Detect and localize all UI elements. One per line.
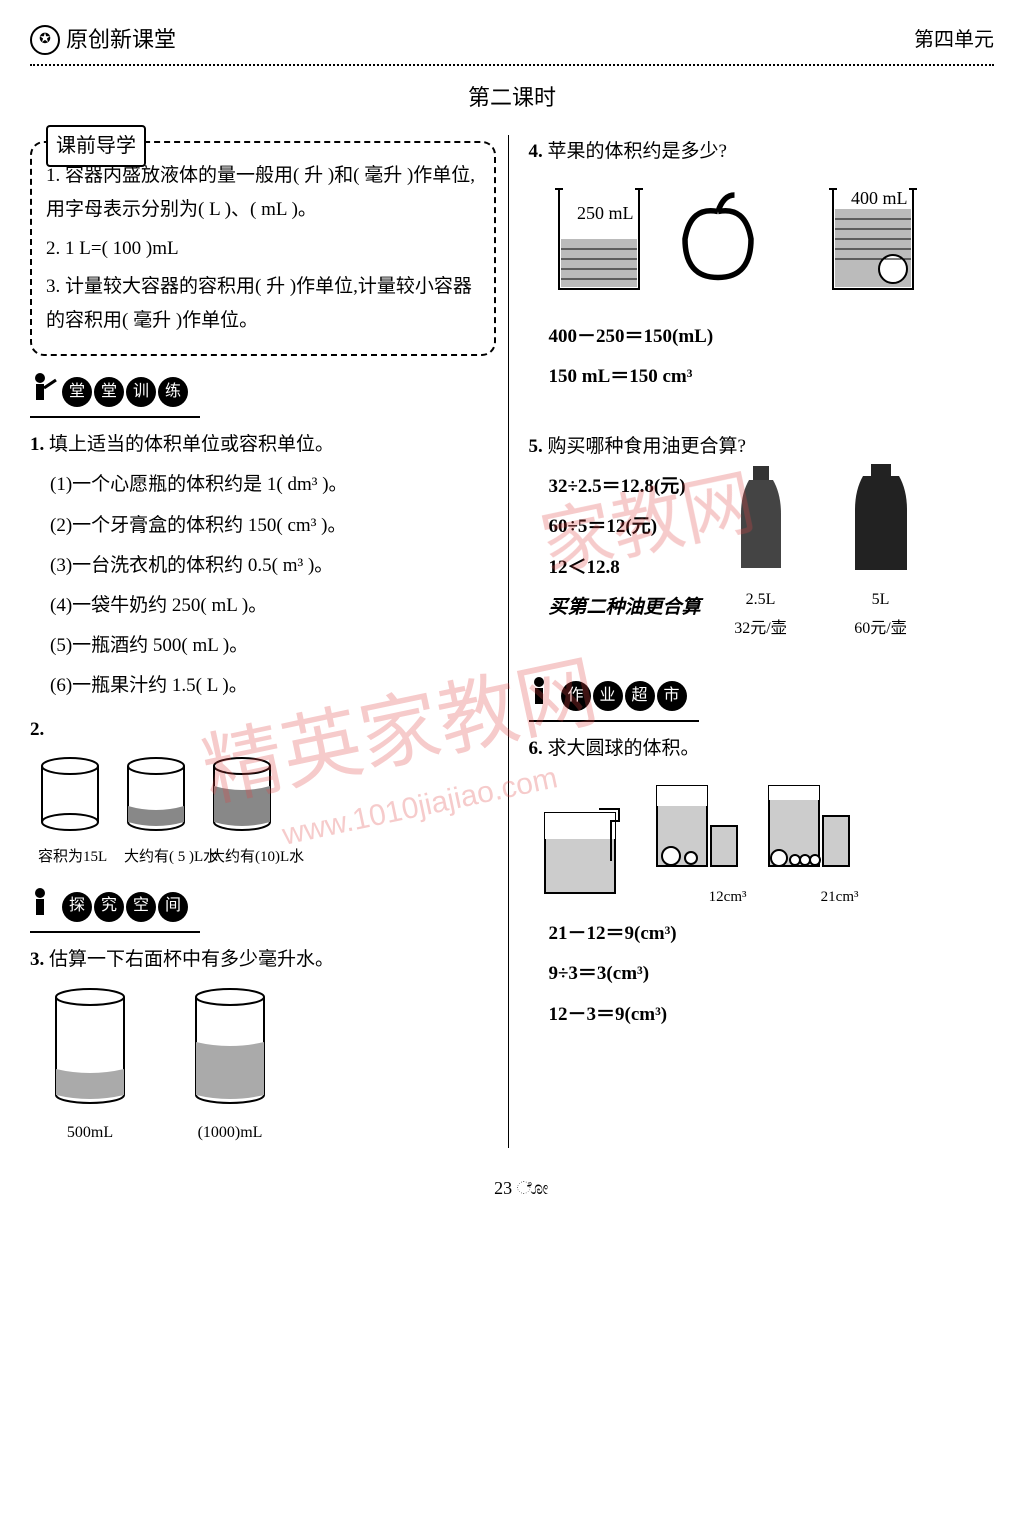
badge-char: 作 xyxy=(561,681,591,711)
cup-label: 500mL xyxy=(40,1119,140,1148)
cyl-label: 大约有( 5 )L水 xyxy=(124,844,188,871)
badge-char: 间 xyxy=(158,892,188,922)
q3-cups: 500mL (1000)mL xyxy=(40,987,496,1148)
q5-answer: 买第二种油更合算 xyxy=(549,591,701,625)
page-header: ✪ 原创新课堂 第四单元 xyxy=(30,20,994,66)
beaker-label: 250 mL xyxy=(577,203,634,223)
oil-size: 5L xyxy=(841,586,921,615)
beaker-icon: 400 mL xyxy=(823,179,933,299)
beaker-icon: 250 mL xyxy=(549,179,659,299)
q4-eq1: 400－250＝150(mL) xyxy=(549,320,995,354)
q2-cylinders: 容积为15L 大约有( 5 )L水 大约有(10)L水 xyxy=(38,756,496,871)
q3-number: 3. xyxy=(30,949,44,970)
preview-box: 课前导学 1. 容器内盛放液体的量一般用( 升 )和( 毫升 )作单位,用字母表… xyxy=(30,141,496,356)
logo-icon: ✪ xyxy=(30,25,60,55)
badge-char: 市 xyxy=(657,681,687,711)
q5-number: 5. xyxy=(529,436,543,457)
q6-eq2: 9÷3＝3(cm³) xyxy=(549,957,995,991)
q3-prompt: 估算一下右面杯中有多少毫升水。 xyxy=(49,949,334,970)
q4-eq2: 150 mL＝150 cm³ xyxy=(549,360,995,394)
page-number: 23 xyxy=(494,1178,512,1198)
unit-label: 第四单元 xyxy=(914,22,994,58)
q6-number: 6. xyxy=(529,738,543,759)
cylinder-icon xyxy=(124,756,188,832)
q1-item: (2)一个牙膏盒的体积约 150( cm³ )。 xyxy=(50,509,496,543)
cup-icon xyxy=(190,987,270,1107)
preview-item: 3. 计量较大容器的容积用( 升 )作单位,计量较小容器的容积用( 毫升 )作单… xyxy=(46,270,480,338)
section-homework-badge: 作 业 超 市 xyxy=(529,674,699,722)
section-practice-badge: 堂 堂 训 练 xyxy=(30,370,200,418)
cyl-label: 容积为15L xyxy=(38,844,102,871)
q6-eq1: 21－12＝9(cm³) xyxy=(549,917,995,951)
figure-icon xyxy=(30,885,60,929)
q1-item: (6)一瓶果汁约 1.5( L )。 xyxy=(50,669,496,703)
q5-eq3: 12＜12.8 xyxy=(549,551,701,585)
preview-item: 1. 容器内盛放液体的量一般用( 升 )和( 毫升 )作单位,用字母表示分别为(… xyxy=(46,159,480,227)
q1-item: (3)一台洗衣机的体积约 0.5( m³ )。 xyxy=(50,549,496,583)
q2-number: 2. xyxy=(30,719,44,740)
cylinder-icon xyxy=(210,756,274,832)
lesson-title: 第二课时 xyxy=(30,78,994,118)
q1-item: (5)一瓶酒约 500( mL )。 xyxy=(50,629,496,663)
cup-label: (1000)mL xyxy=(180,1119,280,1148)
badge-char: 堂 xyxy=(94,377,124,407)
water-box-icon xyxy=(539,803,635,899)
badge-char: 训 xyxy=(126,377,156,407)
oil-size: 2.5L xyxy=(721,586,801,615)
cyl-label: 大约有(10)L水 xyxy=(210,844,274,871)
sphere-label: 12cm³ xyxy=(651,884,747,911)
badge-char: 超 xyxy=(625,681,655,711)
q5-eq1: 32÷2.5＝12.8(元) xyxy=(549,470,701,504)
q4-prompt: 苹果的体积约是多少? xyxy=(548,141,727,162)
q1-item: (1)一个心愿瓶的体积约是 1( dm³ )。 xyxy=(50,468,496,502)
oil-bottle-icon xyxy=(851,464,911,574)
badge-char: 究 xyxy=(94,892,124,922)
q6-eq3: 12－3＝9(cm³) xyxy=(549,998,995,1032)
cylinder-icon xyxy=(38,756,102,832)
q4-number: 4. xyxy=(529,141,543,162)
q1-number: 1. xyxy=(30,434,44,455)
oil-price: 32元/壶 xyxy=(721,615,801,644)
q5-eq2: 60÷5＝12(元) xyxy=(549,510,701,544)
figure-icon xyxy=(30,370,60,414)
q4-beakers: 250 mL 400 mL xyxy=(549,179,995,311)
flourish-icon: ～ೋ xyxy=(462,1178,490,1198)
figure-icon xyxy=(529,674,559,718)
cup-icon xyxy=(50,987,130,1107)
page-footer: ～ೋ 23 ೋ～ xyxy=(30,1172,994,1204)
beaker-label: 400 mL xyxy=(851,188,908,208)
oil-bottle-icon xyxy=(731,464,791,574)
badge-char: 练 xyxy=(158,377,188,407)
preview-label: 课前导学 xyxy=(46,125,146,167)
q1-prompt: 填上适当的体积单位或容积单位。 xyxy=(49,434,334,455)
q6-prompt: 求大圆球的体积。 xyxy=(548,738,700,759)
apple-icon xyxy=(663,179,773,299)
water-box-icon xyxy=(651,776,747,872)
oil-price: 60元/壶 xyxy=(841,615,921,644)
badge-char: 堂 xyxy=(62,377,92,407)
badge-char: 探 xyxy=(62,892,92,922)
flourish-icon: ೋ～ xyxy=(548,1178,562,1198)
q5-oils: 2.5L 32元/壶 5L 60元/壶 xyxy=(721,464,921,644)
sphere-label: 21cm³ xyxy=(763,884,859,911)
q5-prompt: 购买哪种食用油更合算? xyxy=(548,436,746,457)
badge-char: 空 xyxy=(126,892,156,922)
q1-item: (4)一袋牛奶约 250( mL )。 xyxy=(50,589,496,623)
section-explore-badge: 探 究 空 间 xyxy=(30,885,200,933)
water-box-icon xyxy=(763,776,859,872)
book-title: 原创新课堂 xyxy=(66,20,176,60)
preview-item: 2. 1 L=( 100 )mL xyxy=(46,232,480,266)
badge-char: 业 xyxy=(593,681,623,711)
q6-figures: 12cm³ 21cm³ xyxy=(539,776,995,911)
